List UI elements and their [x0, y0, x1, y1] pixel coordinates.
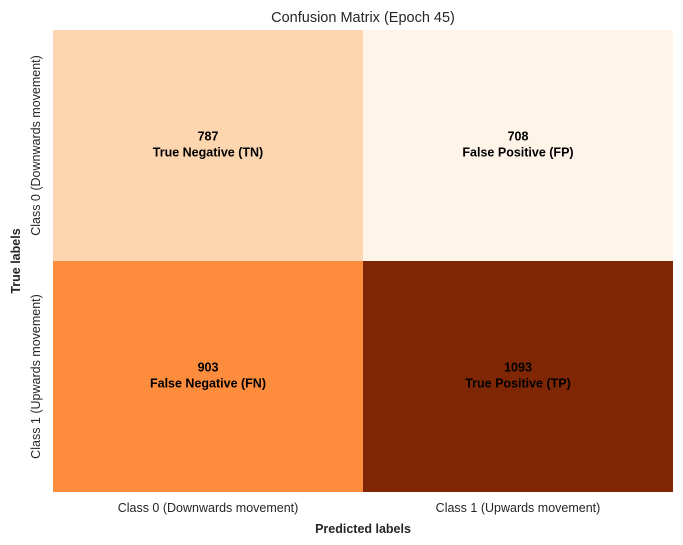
heatmap-cell-r0-c0 [53, 30, 363, 261]
chart-title: Confusion Matrix (Epoch 45) [271, 10, 455, 26]
x-axis-label: Predicted labels [315, 522, 411, 536]
y-tick-label-0: Class 0 (Downwards movement) [29, 55, 43, 236]
x-tick-label-1: Class 1 (Upwards movement) [436, 501, 601, 515]
cell-label-r0-c1: False Positive (FP) [462, 146, 573, 160]
cell-value-r0-c1: 708 [508, 130, 529, 144]
heatmap-cell-r1-c0 [53, 261, 363, 492]
cell-label-r1-c1: True Positive (TP) [465, 377, 571, 391]
y-tick-label-1: Class 1 (Upwards movement) [29, 294, 43, 459]
y-axis-label: True labels [9, 228, 23, 293]
heatmap-cell-r0-c1 [363, 30, 673, 261]
heatmap-cells: 787 True Negative (TN) 708 False Positive (… [53, 30, 673, 492]
cell-value-r0-c0: 787 [198, 130, 219, 144]
x-tick-labels: Class 0 (Downwards movement) Class 1 (Upw… [118, 501, 601, 515]
cell-label-r1-c0: False Negative (FN) [150, 377, 266, 391]
cell-value-r1-c0: 903 [198, 361, 219, 375]
x-tick-label-0: Class 0 (Downwards movement) [118, 501, 299, 515]
cell-value-r1-c1: 1093 [504, 361, 532, 375]
y-tick-labels: Class 0 (Downwards movement) Class 1 (Upw… [29, 55, 43, 459]
cell-label-r0-c0: True Negative (TN) [153, 146, 263, 160]
heatmap-cell-r1-c1 [363, 261, 673, 492]
